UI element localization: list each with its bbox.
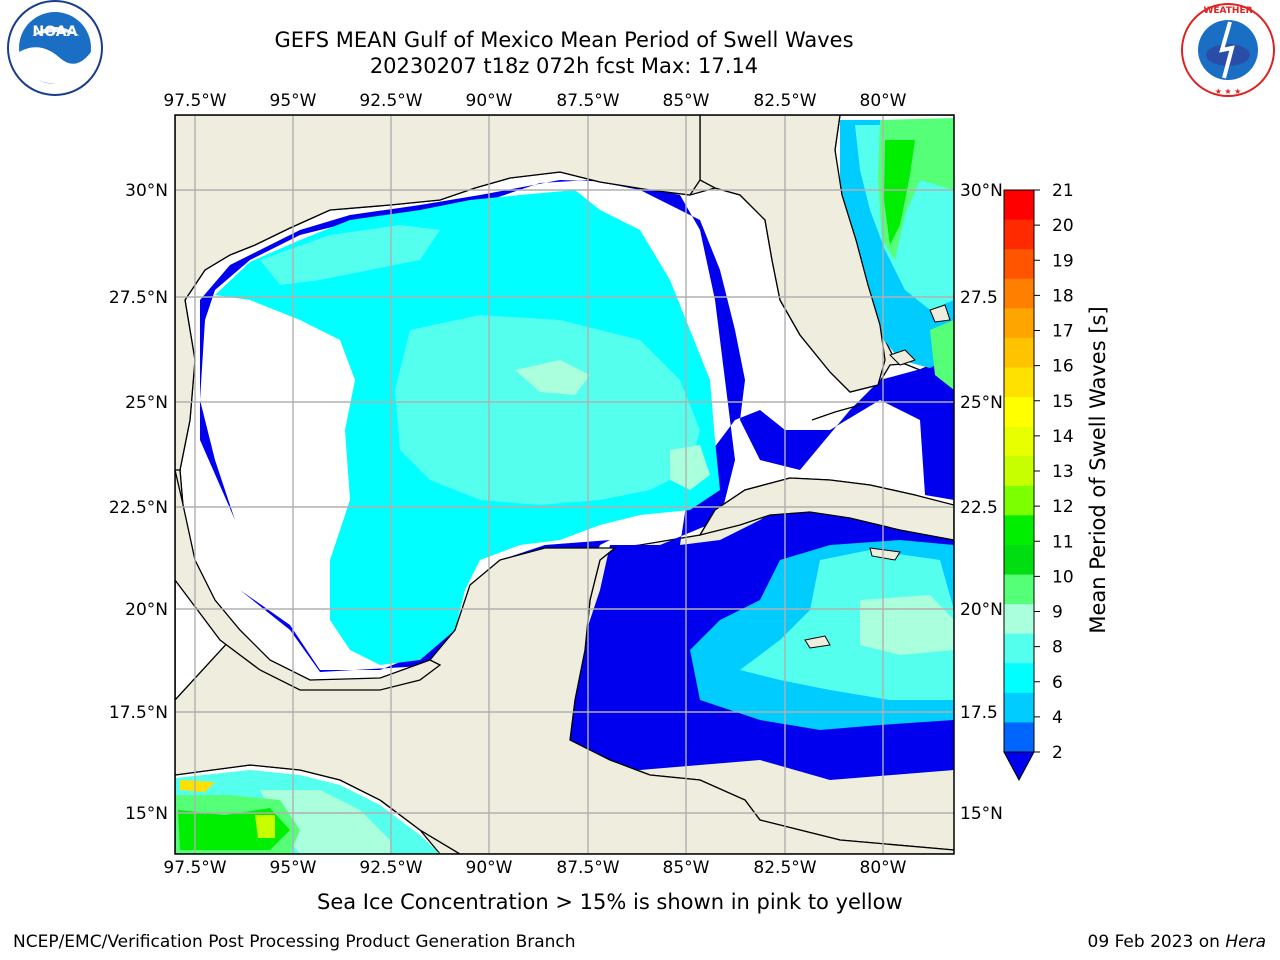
colorbar-segment xyxy=(1004,515,1034,546)
gridlines xyxy=(175,115,954,854)
chart-title: GEFS MEAN Gulf of Mexico Mean Period of … xyxy=(274,28,854,52)
svg-text:★ ★ ★: ★ ★ ★ xyxy=(1215,87,1242,96)
lat-label: 15°N xyxy=(960,804,1003,824)
colorbar-segment xyxy=(1004,337,1034,368)
lon-label: 85°W xyxy=(663,858,710,878)
colorbar-tick-label: 2 xyxy=(1052,743,1063,763)
lon-label: 95°W xyxy=(270,91,317,111)
lon-labels-top: 97.5°W 95°W 92.5°W 90°W 87.5°W 85°W 82.5… xyxy=(163,91,906,111)
colorbar: 21 20 19 18 17 16 15 14 13 12 11 10 9 8 6 4 2 xyxy=(1003,181,1074,782)
lon-label: 97.5°W xyxy=(163,858,226,878)
colorbar-label: Mean Period of Swell Waves [s] xyxy=(1086,306,1110,633)
lon-labels-bottom: 97.5°W 95°W 92.5°W 90°W 87.5°W 85°W 82.5… xyxy=(163,858,906,878)
lat-label: 27.5 xyxy=(960,288,998,308)
lat-label: 20°N xyxy=(125,600,168,620)
colorbar-tick-label: 19 xyxy=(1052,251,1074,271)
swell-field xyxy=(175,118,954,854)
lat-label: 30°N xyxy=(125,181,168,201)
colorbar-tick-label: 8 xyxy=(1052,638,1063,658)
lon-label: 92.5°W xyxy=(359,91,422,111)
colorbar-segment xyxy=(1004,692,1034,723)
colorbar-tick-label: 9 xyxy=(1052,603,1063,623)
lat-label: 30°N xyxy=(960,181,1003,201)
svg-text:WEATHER: WEATHER xyxy=(1203,6,1252,16)
colorbar-segment xyxy=(1004,397,1034,428)
lat-labels-left: 30°N 27.5°N 25°N 22.5°N 20°N 17.5°N 15°N xyxy=(109,181,168,824)
lon-label: 97.5°W xyxy=(163,91,226,111)
colorbar-tick-label: 15 xyxy=(1052,392,1074,412)
colorbar-segment xyxy=(1004,456,1034,487)
colorbar-tick-label: 20 xyxy=(1052,216,1074,236)
colorbar-segment xyxy=(1004,633,1034,664)
colorbar-segment xyxy=(1004,485,1034,516)
lat-label: 25°N xyxy=(960,393,1003,413)
map-frame xyxy=(174,114,955,855)
noaa-logo: NOAA xyxy=(7,0,103,96)
chart-subtitle: 20230207 t18z 072h fcst Max: 17.14 xyxy=(369,54,759,78)
colorbar-segment xyxy=(1004,426,1034,457)
colorbar-tick-label: 18 xyxy=(1052,286,1074,306)
footer-credit: NCEP/EMC/Verification Post Processing Pr… xyxy=(13,932,576,952)
colorbar-tick-label: 14 xyxy=(1052,427,1074,447)
colorbar-tick-label: 17 xyxy=(1052,322,1074,342)
colorbar-tick-label: 4 xyxy=(1052,708,1063,728)
lat-label: 20°N xyxy=(960,600,1003,620)
lon-label: 82.5°W xyxy=(753,858,816,878)
colorbar-tick-label: 16 xyxy=(1052,357,1074,377)
lon-label: 87.5°W xyxy=(556,91,619,111)
colorbar-segment xyxy=(1004,308,1034,339)
lon-label: 92.5°W xyxy=(359,858,422,878)
lon-label: 87.5°W xyxy=(556,858,619,878)
footer-date-text: 09 Feb 2023 on xyxy=(1087,932,1226,952)
lon-label: 82.5°W xyxy=(753,91,816,111)
colorbar-segment xyxy=(1004,544,1034,576)
lon-label: 80°W xyxy=(860,91,907,111)
colorbar-segment xyxy=(1004,574,1034,605)
lat-label: 17.5 xyxy=(960,703,998,723)
svg-text:NOAA: NOAA xyxy=(33,24,78,40)
colorbar-segment xyxy=(1004,219,1034,250)
colorbar-tick-label: 13 xyxy=(1052,462,1074,482)
colorbar-segment xyxy=(1004,190,1034,221)
map-area xyxy=(175,115,954,854)
colorbar-tick-label: 6 xyxy=(1052,673,1063,693)
land-masses xyxy=(175,115,954,854)
lon-label: 80°W xyxy=(860,858,907,878)
lat-label: 22.5 xyxy=(960,498,998,518)
colorbar-segment xyxy=(1004,604,1034,635)
colorbar-tick-label: 12 xyxy=(1052,497,1074,517)
colorbar-tick-label: 21 xyxy=(1052,181,1074,201)
colorbar-segment xyxy=(1004,367,1034,398)
nws-logo: WEATHER ★ ★ ★ xyxy=(1181,3,1275,97)
colorbar-extend-triangle xyxy=(1003,751,1035,782)
lat-labels-right: 30°N 27.5 25°N 22.5 20°N 17.5 15°N xyxy=(960,181,1003,824)
colorbar-segment xyxy=(1004,278,1034,309)
footer-date: 09 Feb 2023 on Hera xyxy=(1088,932,1266,952)
lat-label: 15°N xyxy=(125,804,168,824)
colorbar-segment xyxy=(1004,722,1034,753)
colorbar-tick-label: 10 xyxy=(1052,567,1074,587)
lon-label: 95°W xyxy=(270,858,317,878)
colorbar-segment xyxy=(1004,249,1034,280)
ice-note: Sea Ice Concentration > 15% is shown in … xyxy=(317,890,903,914)
lat-label: 27.5°N xyxy=(109,288,168,308)
lat-label: 17.5°N xyxy=(109,703,168,723)
lon-label: 90°W xyxy=(466,858,513,878)
colorbar-segment xyxy=(1004,663,1034,694)
lat-label: 22.5°N xyxy=(109,498,168,518)
footer-host: Hera xyxy=(1225,932,1266,952)
lon-label: 85°W xyxy=(663,91,710,111)
lat-label: 25°N xyxy=(125,393,168,413)
colorbar-tick-label: 11 xyxy=(1052,532,1074,552)
lon-label: 90°W xyxy=(466,91,513,111)
